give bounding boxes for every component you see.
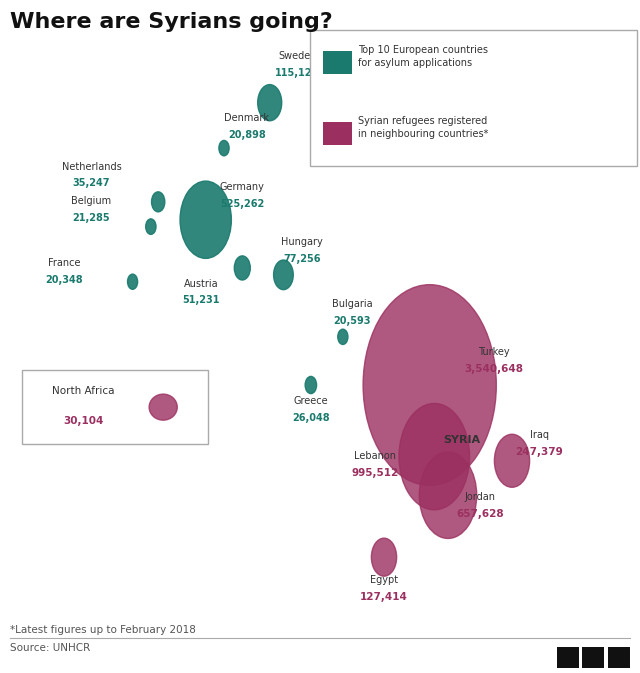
Text: B: B: [589, 651, 598, 664]
Text: Syrian refugees registered
in neighbouring countries*: Syrian refugees registered in neighbouri…: [358, 116, 489, 139]
Circle shape: [419, 452, 477, 538]
Text: Belgium: Belgium: [72, 196, 111, 206]
Text: Netherlands: Netherlands: [61, 162, 122, 172]
Text: B: B: [563, 651, 572, 664]
Text: Turkey: Turkey: [478, 347, 509, 357]
Text: 20,593: 20,593: [333, 316, 371, 326]
Circle shape: [219, 141, 229, 156]
Circle shape: [363, 285, 497, 485]
Text: Jordan: Jordan: [465, 492, 495, 502]
Text: Source: UNHCR: Source: UNHCR: [10, 643, 90, 653]
Text: 20,348: 20,348: [45, 275, 83, 285]
Text: France: France: [48, 258, 80, 268]
Circle shape: [399, 403, 470, 510]
Text: Where are Syrians going?: Where are Syrians going?: [10, 12, 332, 32]
Text: North Africa: North Africa: [52, 386, 115, 396]
Text: *Latest figures up to February 2018: *Latest figures up to February 2018: [10, 625, 195, 635]
Text: Austria: Austria: [184, 279, 218, 289]
Text: 115,125: 115,125: [275, 68, 319, 78]
Circle shape: [305, 376, 317, 394]
Text: Hungary: Hungary: [281, 238, 323, 247]
Text: Lebanon: Lebanon: [354, 451, 396, 461]
Text: 51,231: 51,231: [182, 295, 220, 306]
Circle shape: [146, 219, 156, 234]
Text: 20,898: 20,898: [228, 130, 266, 140]
Circle shape: [371, 538, 397, 576]
Text: 77,256: 77,256: [283, 254, 321, 264]
Circle shape: [152, 192, 165, 212]
Text: Top 10 European countries
for asylum applications: Top 10 European countries for asylum app…: [358, 45, 488, 68]
Text: SYRIA: SYRIA: [443, 435, 480, 445]
Text: Greece: Greece: [294, 396, 328, 406]
Text: Germany: Germany: [220, 182, 265, 192]
FancyBboxPatch shape: [323, 122, 352, 145]
Text: Egypt: Egypt: [370, 575, 398, 585]
Circle shape: [234, 256, 250, 280]
Text: 525,262: 525,262: [220, 199, 264, 209]
Text: Iraq: Iraq: [530, 430, 549, 440]
Circle shape: [149, 394, 177, 420]
Text: 247,379: 247,379: [516, 447, 563, 457]
Text: 30,104: 30,104: [63, 416, 104, 426]
Text: 995,512: 995,512: [351, 468, 399, 478]
Text: Bulgaria: Bulgaria: [332, 299, 372, 310]
Text: Sweden: Sweden: [278, 51, 316, 61]
Text: 3,540,648: 3,540,648: [464, 364, 524, 374]
Text: 26,048: 26,048: [292, 413, 330, 423]
Circle shape: [127, 274, 138, 289]
Circle shape: [494, 434, 530, 487]
Circle shape: [338, 329, 348, 345]
Circle shape: [273, 260, 293, 289]
Text: 657,628: 657,628: [456, 509, 504, 519]
Text: Denmark: Denmark: [225, 113, 269, 123]
FancyBboxPatch shape: [323, 50, 352, 74]
Circle shape: [180, 181, 232, 258]
FancyBboxPatch shape: [22, 370, 208, 444]
Text: C: C: [614, 651, 623, 664]
Text: 127,414: 127,414: [360, 592, 408, 602]
Text: 35,247: 35,247: [73, 178, 110, 188]
FancyBboxPatch shape: [310, 30, 637, 166]
Circle shape: [258, 85, 282, 120]
Text: 21,285: 21,285: [72, 213, 110, 223]
